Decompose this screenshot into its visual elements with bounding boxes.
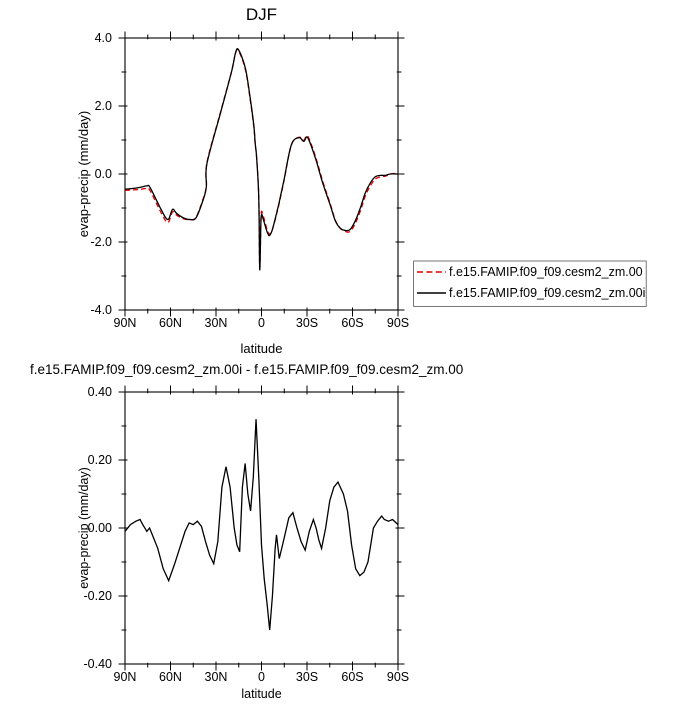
svg-text:0.0: 0.0 [95, 167, 112, 181]
svg-text:60S: 60S [341, 316, 363, 330]
svg-text:-0.40: -0.40 [84, 657, 113, 671]
svg-text:f.e15.FAMIP.f09_f09.cesm2_zm.0: f.e15.FAMIP.f09_f09.cesm2_zm.00i - f.e15… [30, 362, 463, 377]
svg-text:-2.0: -2.0 [90, 235, 112, 249]
svg-text:60N: 60N [159, 670, 182, 684]
svg-text:0: 0 [258, 316, 265, 330]
svg-text:evap-precip (mm/day): evap-precip (mm/day) [76, 111, 91, 237]
svg-text:90N: 90N [114, 670, 137, 684]
svg-text:30N: 30N [205, 316, 228, 330]
svg-text:30N: 30N [205, 670, 228, 684]
svg-text:0.00: 0.00 [88, 521, 112, 535]
svg-text:DJF: DJF [246, 5, 277, 24]
svg-text:evap-precip (mm/day): evap-precip (mm/day) [77, 467, 91, 589]
svg-text:latitude: latitude [241, 341, 283, 356]
svg-text:90S: 90S [387, 670, 409, 684]
svg-text:4.0: 4.0 [95, 31, 112, 45]
svg-text:0.40: 0.40 [88, 385, 112, 399]
svg-text:90N: 90N [114, 316, 137, 330]
svg-text:60N: 60N [159, 316, 182, 330]
svg-text:f.e15.FAMIP.f09_f09.cesm2_zm.0: f.e15.FAMIP.f09_f09.cesm2_zm.00 [449, 265, 643, 279]
svg-text:90S: 90S [387, 316, 409, 330]
svg-text:-0.20: -0.20 [84, 589, 113, 603]
svg-text:-4.0: -4.0 [90, 303, 112, 317]
svg-text:30S: 30S [296, 316, 318, 330]
svg-text:f.e15.FAMIP.f09_f09.cesm2_zm.0: f.e15.FAMIP.f09_f09.cesm2_zm.00i [449, 286, 645, 300]
svg-text:2.0: 2.0 [95, 99, 112, 113]
svg-text:30S: 30S [296, 670, 318, 684]
svg-text:latitude: latitude [241, 687, 281, 701]
svg-text:0.20: 0.20 [88, 453, 112, 467]
svg-text:0: 0 [258, 670, 265, 684]
svg-text:60S: 60S [341, 670, 363, 684]
